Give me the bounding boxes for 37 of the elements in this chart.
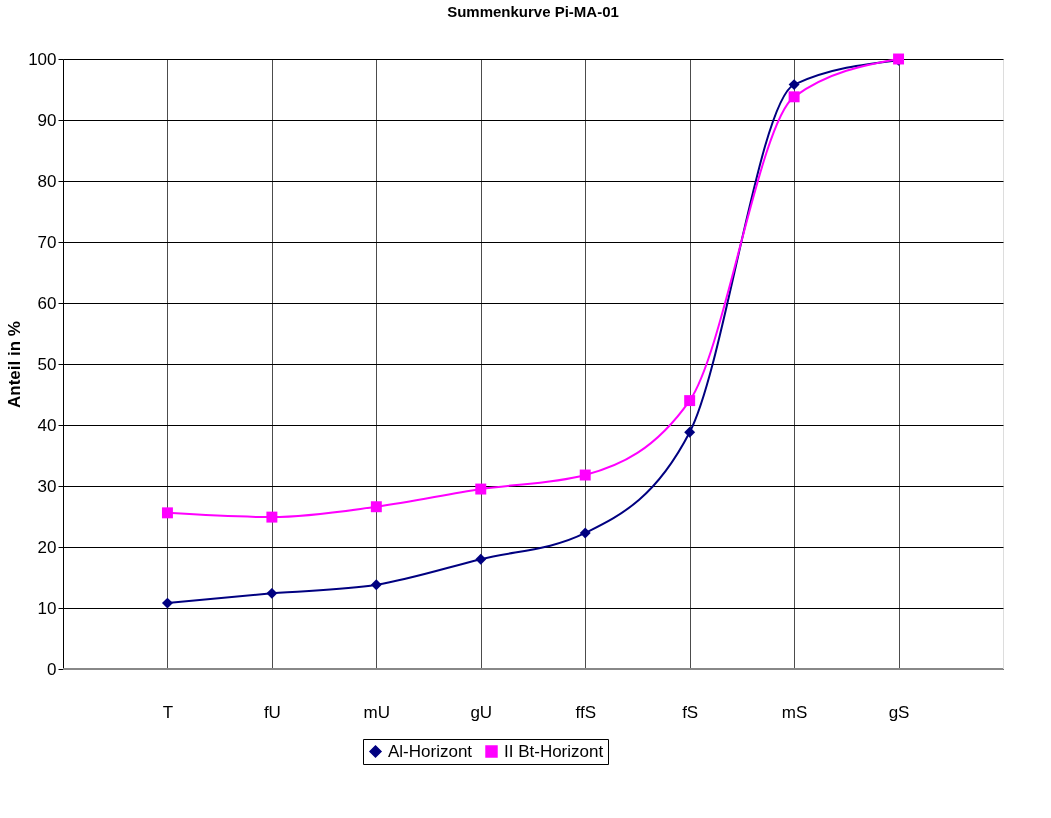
- y-tick-label: 100: [28, 49, 57, 69]
- y-tick-label: 30: [37, 476, 57, 496]
- x-tick-label: mU: [363, 702, 391, 722]
- point: [788, 79, 800, 91]
- y-tick-label: 90: [37, 110, 57, 130]
- x-tick-label: T: [162, 702, 174, 722]
- point: [684, 426, 696, 438]
- x-tick-label: mS: [781, 702, 808, 722]
- x-tick-label: fU: [263, 702, 281, 722]
- point: [266, 587, 278, 599]
- point: [370, 579, 382, 591]
- y-axis-title: Anteil in %: [5, 321, 25, 408]
- x-tick-label: gS: [888, 702, 910, 722]
- point: [684, 395, 696, 407]
- legend-label: Al-Horizont: [388, 741, 473, 761]
- y-tick-label: 10: [37, 598, 57, 618]
- point: [161, 507, 173, 519]
- y-tick-label: 60: [37, 293, 57, 313]
- y-tick-label: 40: [37, 415, 57, 435]
- point: [788, 91, 800, 103]
- point: [161, 597, 173, 609]
- chart-title: Summenkurve Pi-MA-01: [447, 3, 619, 20]
- point: [475, 553, 487, 565]
- legend-label: II Bt-Horizont: [504, 741, 604, 761]
- point: [579, 469, 591, 481]
- y-tick-label: 0: [47, 659, 57, 679]
- y-tick-label: 70: [37, 232, 57, 252]
- point: [579, 527, 591, 539]
- x-tick-label: gU: [470, 702, 493, 722]
- x-tick-label: ffS: [575, 702, 596, 722]
- point: [266, 511, 278, 523]
- x-tick-label: fS: [682, 702, 699, 722]
- point: [370, 501, 382, 513]
- point: [475, 483, 487, 495]
- y-tick-label: 80: [37, 171, 57, 191]
- y-tick-label: 20: [37, 537, 57, 557]
- y-tick-label: 50: [37, 354, 57, 374]
